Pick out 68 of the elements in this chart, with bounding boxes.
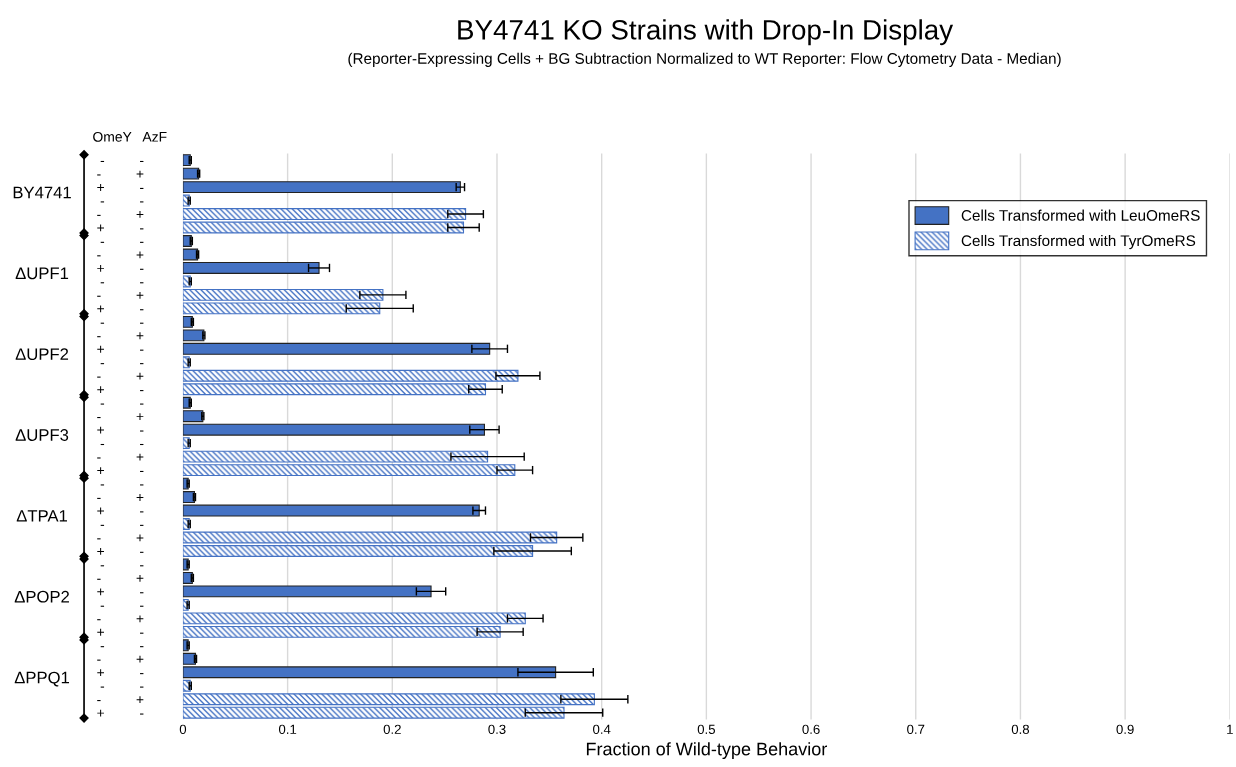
y-tick-label: + - [97, 426, 144, 434]
y-tick-label: - - [100, 363, 144, 365]
y-tick-label: + - [97, 345, 144, 353]
y-tick-label: + - [97, 224, 144, 232]
y-tick-label: + - [97, 184, 144, 191]
y-tick-label: + - [97, 548, 144, 555]
y-tick-label: - + [97, 574, 144, 582]
y-tick-label: - - [100, 241, 144, 243]
y-tick-label: - - [100, 524, 144, 526]
chart-title: BY4741 KO Strains with Drop-In Display [458, 19, 954, 46]
y-tick-label: - + [97, 332, 144, 340]
y-tick-label: + - [97, 264, 144, 272]
legend-label: Cells Transformed with LeuOmeRS [961, 209, 1200, 221]
x-tick-label: 0.2 [383, 724, 401, 734]
y-tick-label: + - [97, 386, 144, 394]
chart-subtitle: (Reporter-Expressing Cells + BG Subtraction Normalized to WT Reporter: Flow Cytometry Data - Median) [348, 52, 1061, 67]
y-tick-label: - - [100, 201, 144, 203]
y-tick-label: - - [100, 565, 144, 567]
y-tick-label: - + [97, 655, 144, 663]
y-tick-label: + - [97, 507, 144, 515]
text: ΔUPF3 [15, 429, 69, 441]
text: ΔUPF1 [15, 267, 69, 280]
y-tick-label: - + [97, 211, 144, 218]
legend-label: Cells Transformed with TyrOmeRS [961, 234, 1196, 250]
x-tick-label: 0 [179, 724, 187, 734]
y-tick-label: - - [100, 282, 144, 284]
y-tick-label: + - [97, 709, 144, 717]
y-tick-label: - - [100, 403, 144, 405]
y-tick-label: - - [100, 484, 144, 486]
y-tick-label: - + [97, 534, 144, 542]
y-tick-label: - + [97, 291, 144, 299]
x-tick-label: 0.4 [593, 724, 611, 734]
y-tick-label: + - [97, 669, 144, 677]
x-tick-label: 0.8 [1011, 724, 1030, 734]
x-tick-label: 1 [1227, 724, 1233, 734]
text: ΔTPA1 [16, 510, 67, 522]
y-tick-label: - + [97, 251, 144, 259]
y-tick-label: + - [97, 628, 144, 636]
x-tick-label: 0.9 [1116, 724, 1134, 734]
y-tick-label: - + [97, 170, 144, 178]
y-tick-label: - - [100, 160, 144, 163]
y-tick-label: + - [97, 588, 144, 596]
text: OmeY AzF [93, 131, 167, 142]
text: ΔPPQ1 [14, 671, 70, 687]
x-tick-label: 0.1 [278, 724, 297, 734]
y-tick-label: - - [100, 686, 144, 688]
y-tick-label: - + [97, 696, 144, 704]
y-tick-label: - + [97, 372, 144, 380]
y-tick-label: + - [97, 305, 144, 313]
x-tick-label: 0.7 [907, 724, 925, 734]
text: BY4741 [13, 186, 71, 199]
y-tick-label: - + [97, 413, 144, 421]
y-tick-label: - - [100, 322, 144, 324]
y-tick-label: - + [97, 615, 144, 623]
x-tick-label: 0.3 [488, 724, 506, 734]
x-tick-label: 0.5 [697, 724, 715, 734]
y-tick-label: - - [100, 605, 144, 607]
text: ΔPOP2 [14, 590, 69, 603]
x-tick-label: 0.6 [802, 724, 820, 734]
bar [182, 154, 191, 167]
y-tick-label: + - [97, 467, 144, 474]
y-tick-label: - - [100, 443, 144, 446]
text: ΔUPF2 [15, 348, 69, 361]
y-tick-label: - + [97, 453, 144, 461]
y-tick-label: - + [97, 494, 144, 501]
bar [182, 706, 565, 719]
y-tick-label: - - [100, 646, 144, 648]
x-axis-title: Fraction of Wild-type Behavior [586, 742, 827, 759]
